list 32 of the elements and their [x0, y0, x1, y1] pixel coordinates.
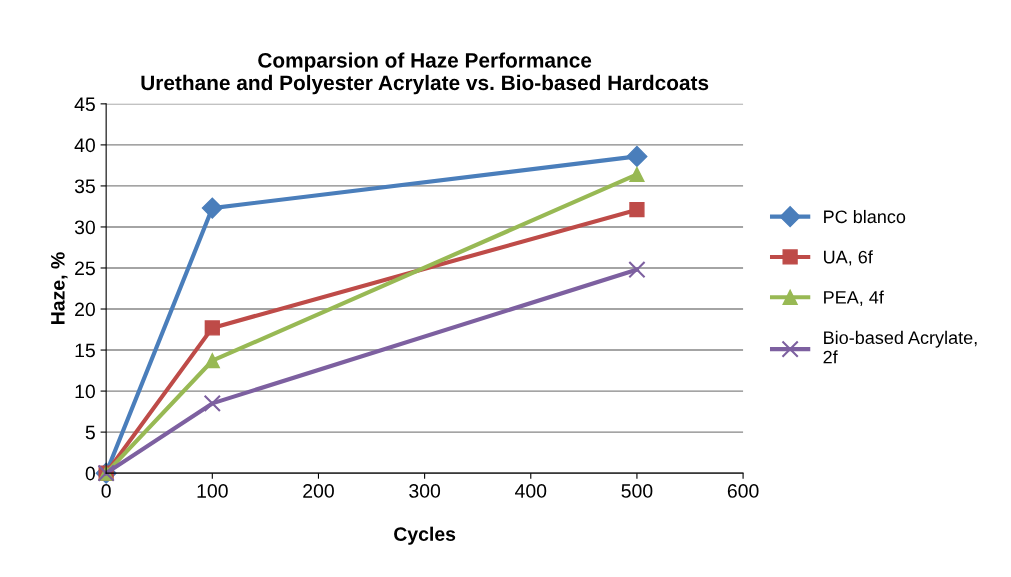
point — [629, 166, 645, 183]
legend-label: PEA, 4f — [824, 290, 884, 306]
x-tick-label: 300 — [409, 484, 441, 498]
y-tick-label: 20 — [75, 302, 95, 317]
y-tick-label: 5 — [85, 425, 95, 440]
point — [204, 320, 220, 336]
chart-title: Comparsion of Haze Performance Urethane and Polyester Acrylate vs. Bio-based Hardcoats — [141, 52, 709, 95]
legend-label: Bio-based Acrylate, 2f — [823, 330, 977, 364]
point — [204, 353, 220, 369]
point — [201, 197, 223, 219]
y-tick-label: 45 — [74, 97, 95, 112]
x-tick-label: 500 — [621, 484, 653, 498]
y-tick-label: 30 — [74, 220, 95, 235]
legend-label: PC blanco — [824, 209, 906, 224]
y-tick-label: 35 — [74, 179, 95, 194]
y-tick-label: 40 — [74, 138, 95, 153]
legend-label: UA, 6f — [824, 250, 873, 266]
x-tick-label: 400 — [515, 484, 547, 498]
y-tick-label: 0 — [85, 466, 95, 481]
y-tick-label: 15 — [75, 343, 95, 358]
y-tick-label: 10 — [75, 384, 95, 399]
point — [626, 145, 648, 167]
point — [629, 202, 645, 218]
x-tick-label: 200 — [303, 484, 334, 498]
x-tick-label: 100 — [197, 484, 228, 498]
point — [203, 394, 221, 413]
x-tick-label: 0 — [101, 484, 111, 498]
point — [628, 260, 646, 279]
x-axis-title: Cycles — [394, 526, 456, 545]
x-tick-label: 600 — [727, 484, 759, 498]
y-tick-label: 25 — [75, 261, 95, 276]
y-axis-title: Haze, % — [50, 252, 68, 324]
